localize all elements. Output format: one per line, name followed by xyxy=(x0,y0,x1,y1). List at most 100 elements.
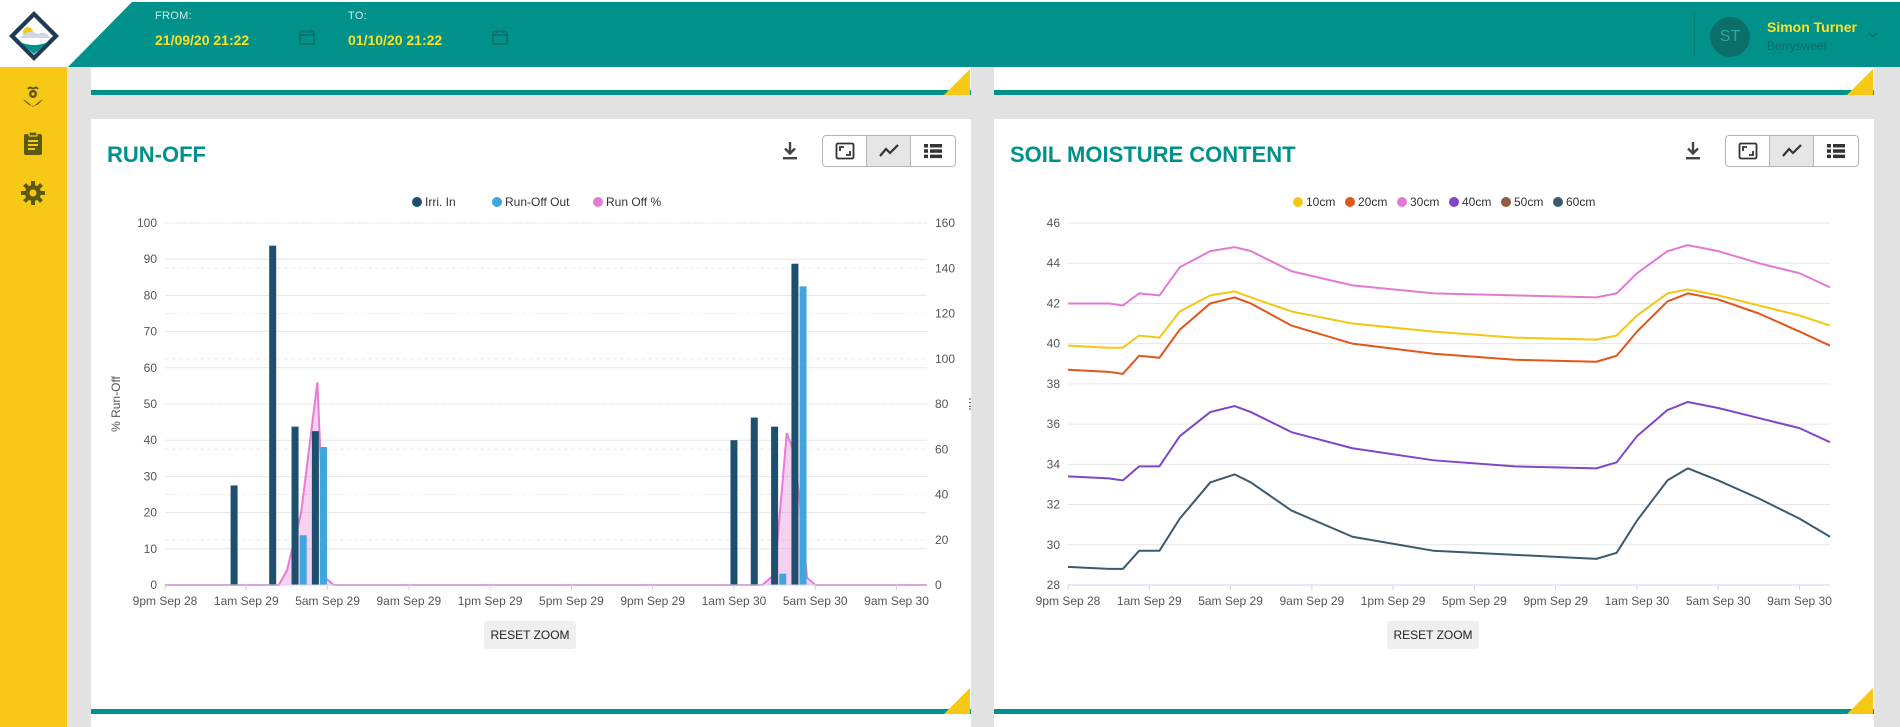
fullscreen-button[interactable] xyxy=(823,136,867,166)
bar-run-off-out xyxy=(799,286,807,585)
y-left-tick-label: 90 xyxy=(144,252,158,266)
legend-item: 20cm xyxy=(1345,195,1387,209)
line-chart-icon xyxy=(878,144,899,157)
x-tick-label: 9pm Sep 29 xyxy=(620,594,685,608)
fullscreen-button[interactable] xyxy=(1726,136,1770,166)
x-tick-label: 1pm Sep 29 xyxy=(1361,594,1426,608)
gear-icon[interactable] xyxy=(20,180,46,206)
y-tick-label: 28 xyxy=(1047,578,1061,592)
x-tick-label: 9am Sep 29 xyxy=(376,594,441,608)
table-view-button[interactable] xyxy=(1814,136,1858,166)
download-icon[interactable] xyxy=(1684,140,1702,162)
legend-marker xyxy=(1501,197,1511,207)
chevron-down-icon[interactable] xyxy=(1868,30,1878,40)
panel-accent-line xyxy=(91,709,971,714)
x-tick-label: 9am Sep 30 xyxy=(1767,594,1832,608)
panel-corner xyxy=(944,688,970,714)
download-icon[interactable] xyxy=(781,140,799,162)
plant-icon[interactable] xyxy=(20,85,46,111)
logo-wedge xyxy=(66,2,132,69)
y-right-tick-label: 120 xyxy=(935,307,955,321)
panel-corner xyxy=(944,69,970,95)
legend-label: 20cm xyxy=(1358,195,1387,209)
from-value[interactable]: 21/09/20 21:22 xyxy=(155,32,250,48)
runoff-view-toggle xyxy=(822,135,956,167)
legend-item: 10cm xyxy=(1293,195,1335,209)
x-tick-label: 9pm Sep 29 xyxy=(1523,594,1588,608)
series-line-30cm xyxy=(1068,244,1831,307)
legend-item: 40cm xyxy=(1449,195,1491,209)
x-tick-label: 1am Sep 30 xyxy=(1605,594,1670,608)
clipboard-icon[interactable] xyxy=(20,130,46,156)
series-line-runoff-percent xyxy=(165,382,927,586)
y-left-axis-label: % Run-Off xyxy=(109,375,123,431)
chart-view-button[interactable] xyxy=(867,136,911,166)
soil-view-toggle xyxy=(1725,135,1859,167)
y-right-tick-label: 100 xyxy=(935,352,955,366)
top-bar: FROM: 21/09/20 21:22 TO: 01/10/20 21:22 … xyxy=(0,0,1900,69)
y-right-tick-label: 0 xyxy=(935,578,942,592)
legend-marker xyxy=(492,197,502,207)
legend-label: 40cm xyxy=(1462,195,1491,209)
runoff-chart[interactable]: 0 10 20 30 40 50 60 70 80 90 100 0 20 40 60 80 100 120 140… xyxy=(91,190,971,620)
y-tick-label: 32 xyxy=(1047,498,1061,512)
bar-run-off-out xyxy=(299,535,307,585)
series-line-10cm xyxy=(1067,288,1831,349)
y-left-tick-label: 50 xyxy=(144,397,158,411)
runoff-reset-zoom-button[interactable]: RESET ZOOM xyxy=(484,621,576,649)
legend-item: Run-Off Out xyxy=(492,195,570,209)
y-right-tick-label: 20 xyxy=(935,533,949,547)
y-left-tick-label: 60 xyxy=(144,361,158,375)
y-right-tick-label: 80 xyxy=(935,397,949,411)
y-right-tick-label: 40 xyxy=(935,488,949,502)
bar-irri-in xyxy=(311,431,319,585)
legend-marker xyxy=(593,197,603,207)
x-tick-label: 1pm Sep 29 xyxy=(458,594,523,608)
legend-item: 50cm xyxy=(1501,195,1543,209)
calendar-icon[interactable] xyxy=(491,28,509,46)
y-left-tick-label: 20 xyxy=(144,506,158,520)
y-left-tick-label: 40 xyxy=(144,433,158,447)
from-label: FROM: xyxy=(155,10,192,22)
bar-irri-in xyxy=(230,485,238,585)
soil-moisture-chart[interactable]: 28 30 32 34 36 38 40 42 44 46 9pm Sep 28 1am Sep 29… xyxy=(994,190,1874,620)
x-tick-label: 9pm Sep 28 xyxy=(133,594,198,608)
x-tick-label: 9pm Sep 28 xyxy=(1036,594,1101,608)
bar-irri-in xyxy=(269,245,277,585)
series-area-runoff-percent xyxy=(165,382,927,585)
bar-irri-in xyxy=(771,426,779,585)
legend-label: Irri. In xyxy=(425,195,456,209)
user-name[interactable]: Simon Turner xyxy=(1767,19,1857,35)
runoff-title: RUN-OFF xyxy=(107,142,206,167)
y-left-tick-label: 10 xyxy=(144,542,158,556)
x-tick-label: 5pm Sep 29 xyxy=(539,594,604,608)
y-tick-label: 40 xyxy=(1047,337,1061,351)
y-right-tick-label: 160 xyxy=(935,216,955,230)
panel-accent-line xyxy=(994,709,1874,714)
table-view-button[interactable] xyxy=(911,136,955,166)
x-tick-label: 9am Sep 29 xyxy=(1279,594,1344,608)
app-logo[interactable] xyxy=(6,8,62,64)
y-left-tick-label: 0 xyxy=(150,578,157,592)
sidebar xyxy=(0,67,67,727)
y-right-tick-label: 140 xyxy=(935,261,955,275)
x-tick-label: 1am Sep 29 xyxy=(214,594,279,608)
panel-accent-line xyxy=(91,90,971,95)
chart-view-button[interactable] xyxy=(1770,136,1814,166)
to-value[interactable]: 01/10/20 21:22 xyxy=(348,32,443,48)
soil-reset-zoom-button[interactable]: RESET ZOOM xyxy=(1387,621,1479,649)
user-divider xyxy=(1694,12,1695,58)
avatar[interactable]: ST xyxy=(1710,17,1750,57)
x-tick-label: 5am Sep 29 xyxy=(295,594,360,608)
calendar-icon[interactable] xyxy=(298,28,316,46)
legend-item: 60cm xyxy=(1553,195,1595,209)
list-icon xyxy=(924,144,942,159)
to-date[interactable]: TO: 01/10/20 21:22 xyxy=(348,10,442,48)
legend-marker xyxy=(1397,197,1407,207)
line-chart-icon xyxy=(1781,144,1802,157)
from-date[interactable]: FROM: 21/09/20 21:22 xyxy=(155,10,249,48)
series-line-20cm xyxy=(1067,292,1831,375)
y-tick-label: 36 xyxy=(1047,417,1061,431)
panel-corner xyxy=(1847,69,1873,95)
y-left-tick-label: 70 xyxy=(144,325,158,339)
